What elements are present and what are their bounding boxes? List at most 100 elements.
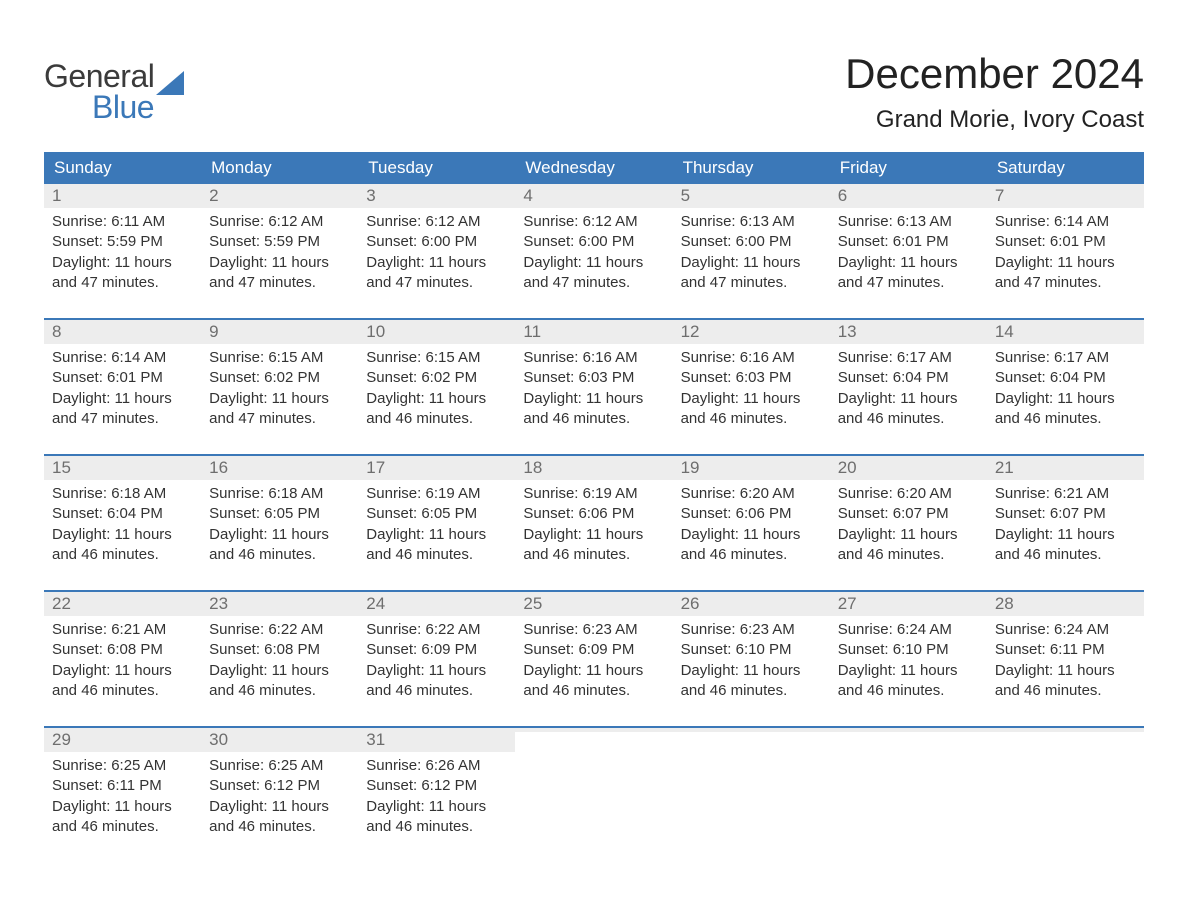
- page-header: General Blue December 2024 Grand Morie, …: [44, 50, 1144, 134]
- day-body: Sunrise: 6:21 AMSunset: 6:08 PMDaylight:…: [44, 616, 201, 707]
- day-sunset: Sunset: 6:08 PM: [52, 640, 193, 660]
- day-body: Sunrise: 6:15 AMSunset: 6:02 PMDaylight:…: [358, 344, 515, 435]
- day-sunset: Sunset: 6:06 PM: [681, 504, 822, 524]
- day-dl1: Daylight: 11 hours: [838, 253, 979, 273]
- day-dl1: Daylight: 11 hours: [995, 525, 1136, 545]
- calendar-day: 15Sunrise: 6:18 AMSunset: 6:04 PMDayligh…: [44, 456, 201, 574]
- day-number-row: 27: [830, 592, 987, 616]
- day-sunset: Sunset: 6:07 PM: [838, 504, 979, 524]
- day-sunset: Sunset: 6:12 PM: [366, 776, 507, 796]
- day-dl1: Daylight: 11 hours: [366, 797, 507, 817]
- day-dl1: Daylight: 11 hours: [523, 661, 664, 681]
- calendar-day: 24Sunrise: 6:22 AMSunset: 6:09 PMDayligh…: [358, 592, 515, 710]
- day-number: 28: [987, 592, 1144, 616]
- day-dl2: and 46 minutes.: [523, 409, 664, 429]
- day-number: 26: [673, 592, 830, 616]
- day-number: 27: [830, 592, 987, 616]
- day-body: Sunrise: 6:22 AMSunset: 6:09 PMDaylight:…: [358, 616, 515, 707]
- day-dl1: Daylight: 11 hours: [209, 389, 350, 409]
- day-dl1: Daylight: 11 hours: [681, 253, 822, 273]
- day-sunrise: Sunrise: 6:17 AM: [995, 348, 1136, 368]
- day-sunrise: Sunrise: 6:13 AM: [838, 212, 979, 232]
- day-sunrise: Sunrise: 6:24 AM: [838, 620, 979, 640]
- day-number-row: [830, 728, 987, 732]
- day-sunset: Sunset: 6:04 PM: [995, 368, 1136, 388]
- day-sunrise: Sunrise: 6:12 AM: [366, 212, 507, 232]
- calendar: Sunday Monday Tuesday Wednesday Thursday…: [44, 152, 1144, 846]
- day-dl2: and 47 minutes.: [523, 273, 664, 293]
- day-body: Sunrise: 6:21 AMSunset: 6:07 PMDaylight:…: [987, 480, 1144, 571]
- day-dl2: and 46 minutes.: [52, 545, 193, 565]
- day-of-week-header: Sunday Monday Tuesday Wednesday Thursday…: [44, 152, 1144, 184]
- day-number-row: 19: [673, 456, 830, 480]
- day-body: Sunrise: 6:16 AMSunset: 6:03 PMDaylight:…: [515, 344, 672, 435]
- calendar-day: 20Sunrise: 6:20 AMSunset: 6:07 PMDayligh…: [830, 456, 987, 574]
- day-number-row: 13: [830, 320, 987, 344]
- day-dl2: and 46 minutes.: [209, 817, 350, 837]
- day-number: 6: [830, 184, 987, 208]
- day-body: Sunrise: 6:25 AMSunset: 6:11 PMDaylight:…: [44, 752, 201, 843]
- calendar-day: 5Sunrise: 6:13 AMSunset: 6:00 PMDaylight…: [673, 184, 830, 302]
- weeks-container: 1Sunrise: 6:11 AMSunset: 5:59 PMDaylight…: [44, 184, 1144, 846]
- day-dl2: and 46 minutes.: [681, 681, 822, 701]
- day-number: 13: [830, 320, 987, 344]
- day-dl2: and 47 minutes.: [838, 273, 979, 293]
- day-sunrise: Sunrise: 6:25 AM: [209, 756, 350, 776]
- day-sunset: Sunset: 6:03 PM: [523, 368, 664, 388]
- day-body: Sunrise: 6:24 AMSunset: 6:11 PMDaylight:…: [987, 616, 1144, 707]
- day-body: Sunrise: 6:11 AMSunset: 5:59 PMDaylight:…: [44, 208, 201, 299]
- day-number-row: 29: [44, 728, 201, 752]
- day-number-row: 3: [358, 184, 515, 208]
- calendar-day: 29Sunrise: 6:25 AMSunset: 6:11 PMDayligh…: [44, 728, 201, 846]
- day-body: Sunrise: 6:19 AMSunset: 6:05 PMDaylight:…: [358, 480, 515, 571]
- day-sunrise: Sunrise: 6:12 AM: [209, 212, 350, 232]
- day-number-row: 1: [44, 184, 201, 208]
- day-body: Sunrise: 6:12 AMSunset: 5:59 PMDaylight:…: [201, 208, 358, 299]
- week-row: 15Sunrise: 6:18 AMSunset: 6:04 PMDayligh…: [44, 454, 1144, 574]
- day-sunrise: Sunrise: 6:12 AM: [523, 212, 664, 232]
- day-dl1: Daylight: 11 hours: [838, 525, 979, 545]
- day-dl1: Daylight: 11 hours: [681, 661, 822, 681]
- calendar-day: [673, 728, 830, 846]
- day-dl1: Daylight: 11 hours: [52, 253, 193, 273]
- day-body: Sunrise: 6:17 AMSunset: 6:04 PMDaylight:…: [987, 344, 1144, 435]
- day-number: 22: [44, 592, 201, 616]
- calendar-day: 11Sunrise: 6:16 AMSunset: 6:03 PMDayligh…: [515, 320, 672, 438]
- day-sunset: Sunset: 6:09 PM: [523, 640, 664, 660]
- day-dl1: Daylight: 11 hours: [838, 389, 979, 409]
- dow-saturday: Saturday: [987, 152, 1144, 184]
- day-sunset: Sunset: 6:02 PM: [209, 368, 350, 388]
- day-dl2: and 46 minutes.: [838, 681, 979, 701]
- day-dl2: and 46 minutes.: [681, 409, 822, 429]
- day-number-row: 16: [201, 456, 358, 480]
- day-sunrise: Sunrise: 6:20 AM: [681, 484, 822, 504]
- day-body: Sunrise: 6:18 AMSunset: 6:04 PMDaylight:…: [44, 480, 201, 571]
- day-dl1: Daylight: 11 hours: [681, 525, 822, 545]
- day-sunset: Sunset: 6:01 PM: [52, 368, 193, 388]
- day-number-row: 21: [987, 456, 1144, 480]
- day-dl2: and 46 minutes.: [366, 545, 507, 565]
- dow-thursday: Thursday: [673, 152, 830, 184]
- calendar-day: 8Sunrise: 6:14 AMSunset: 6:01 PMDaylight…: [44, 320, 201, 438]
- day-number-row: 7: [987, 184, 1144, 208]
- day-number-row: 5: [673, 184, 830, 208]
- day-dl2: and 46 minutes.: [995, 409, 1136, 429]
- day-number: 1: [44, 184, 201, 208]
- calendar-day: 6Sunrise: 6:13 AMSunset: 6:01 PMDaylight…: [830, 184, 987, 302]
- day-dl1: Daylight: 11 hours: [995, 389, 1136, 409]
- day-number-row: 14: [987, 320, 1144, 344]
- day-sunrise: Sunrise: 6:20 AM: [838, 484, 979, 504]
- day-body: Sunrise: 6:18 AMSunset: 6:05 PMDaylight:…: [201, 480, 358, 571]
- day-number-row: 30: [201, 728, 358, 752]
- day-dl2: and 47 minutes.: [209, 409, 350, 429]
- day-sunrise: Sunrise: 6:11 AM: [52, 212, 193, 232]
- day-sunset: Sunset: 6:05 PM: [209, 504, 350, 524]
- day-body: Sunrise: 6:12 AMSunset: 6:00 PMDaylight:…: [358, 208, 515, 299]
- day-body: Sunrise: 6:13 AMSunset: 6:00 PMDaylight:…: [673, 208, 830, 299]
- calendar-day: 27Sunrise: 6:24 AMSunset: 6:10 PMDayligh…: [830, 592, 987, 710]
- day-sunrise: Sunrise: 6:24 AM: [995, 620, 1136, 640]
- dow-friday: Friday: [830, 152, 987, 184]
- day-dl1: Daylight: 11 hours: [209, 797, 350, 817]
- day-dl1: Daylight: 11 hours: [523, 389, 664, 409]
- day-sunrise: Sunrise: 6:18 AM: [52, 484, 193, 504]
